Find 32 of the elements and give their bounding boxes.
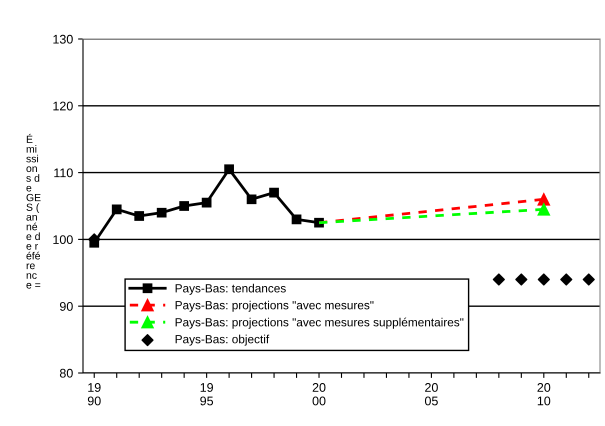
legend-label: Pays-Bas: objectif [176, 334, 270, 346]
x-tick-label: 20 10 [537, 383, 550, 406]
point [224, 164, 234, 174]
x-tick-label: 19 95 [200, 383, 214, 406]
point [112, 204, 122, 214]
y-tick-label: 100 [53, 235, 73, 244]
x-tick-label: 19 90 [88, 383, 101, 406]
point [560, 273, 572, 286]
x-tick-label: 20 05 [424, 383, 438, 406]
point [538, 203, 550, 216]
point [156, 208, 167, 218]
y-tick-label: 120 [53, 102, 73, 110]
legend-label: Pays-Bas: projections "avec mesures" [176, 300, 374, 312]
point [515, 273, 528, 286]
text: Émissions de GES (année de référence = [26, 134, 41, 289]
point [538, 273, 550, 286]
y-tick-label: 80 [60, 368, 73, 378]
legend-label: Pays-Bas: projections "avec mesures supplémentaires" [176, 318, 464, 329]
point [492, 273, 505, 286]
point [134, 211, 144, 221]
point [582, 273, 595, 286]
point [246, 194, 256, 204]
point [269, 188, 279, 198]
point [538, 193, 550, 206]
y-tick-label: 130 [53, 34, 73, 44]
legend-label: Pays-Bas: tendances [176, 284, 286, 295]
point [292, 214, 302, 224]
y-tick-label: 110 [54, 168, 73, 178]
y-tick-label: 90 [60, 302, 73, 311]
x-tick-label: 20 00 [312, 383, 326, 406]
point [179, 201, 190, 211]
point [202, 198, 212, 208]
